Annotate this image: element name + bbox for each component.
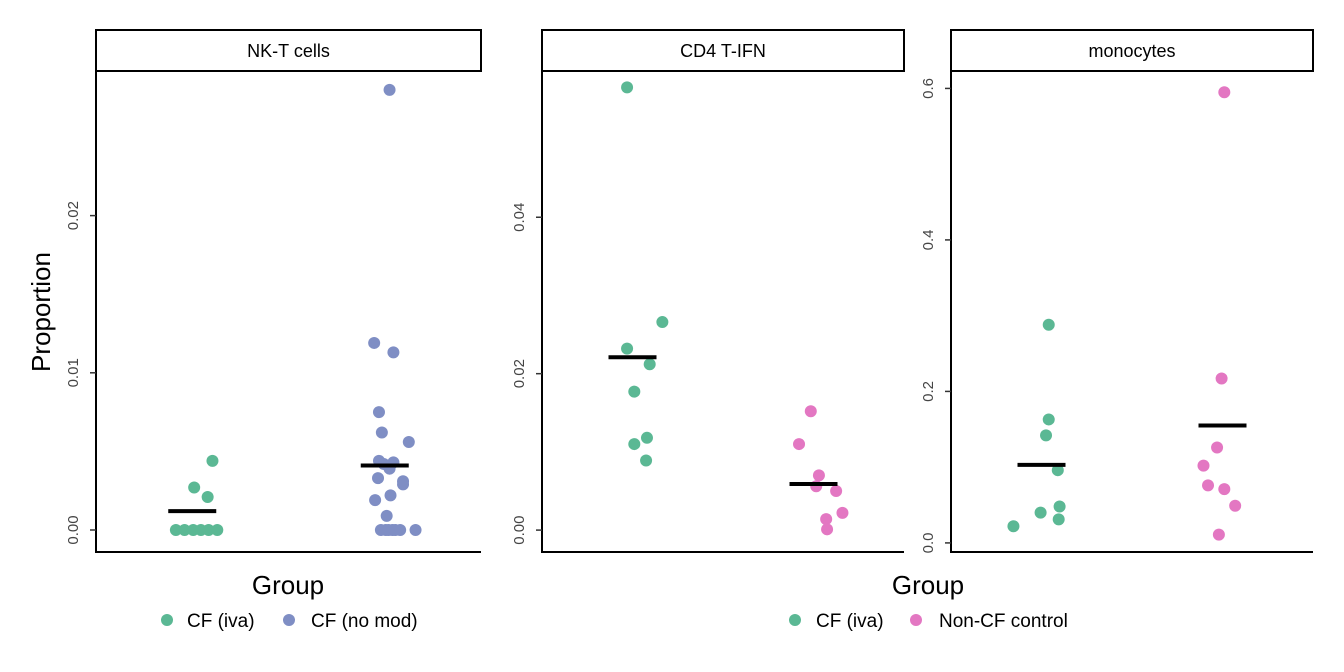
data-point xyxy=(383,83,396,96)
data-point xyxy=(409,523,422,536)
data-point xyxy=(793,438,806,451)
data-point xyxy=(1212,528,1225,541)
data-point xyxy=(656,316,669,329)
data-point xyxy=(1007,520,1020,533)
data-point xyxy=(1051,464,1064,477)
y-tick-label: 0.00 xyxy=(511,515,528,544)
y-tick-label: 0.4 xyxy=(920,229,937,250)
legend-label-cf-iva: CF (iva) xyxy=(816,611,884,632)
data-point xyxy=(188,481,201,494)
data-point xyxy=(372,472,385,485)
legend-label-non-cf-control: Non-CF control xyxy=(939,611,1068,632)
legend-swatch-non-cf-control xyxy=(910,614,922,626)
panel-title: NK-T cells xyxy=(247,41,330,61)
data-point xyxy=(1197,459,1210,472)
data-point xyxy=(211,523,224,536)
data-point xyxy=(201,490,214,503)
data-point xyxy=(397,478,410,491)
data-point xyxy=(1053,500,1066,513)
data-point xyxy=(812,469,825,482)
data-point xyxy=(1211,441,1224,454)
data-point xyxy=(206,454,219,467)
panel-cd4-t-ifn: CD4 T-IFN 0.00 0.02 0.04 xyxy=(511,29,905,553)
y-axis-title: Proportion xyxy=(26,252,56,372)
data-point xyxy=(1034,506,1047,519)
legend-swatch-cf-iva xyxy=(161,614,173,626)
data-point xyxy=(1218,86,1231,99)
data-point xyxy=(1042,413,1055,426)
data-point xyxy=(202,523,215,536)
data-point xyxy=(830,484,843,497)
x-axis-title-left: Group xyxy=(252,570,324,600)
data-point xyxy=(628,385,641,398)
data-point xyxy=(1040,429,1053,442)
data-point xyxy=(820,513,833,526)
data-layer: 0.00 0.02 0.04 xyxy=(511,71,904,553)
panel-monocytes: monocytes 0.0 0.2 0.4 0.6 xyxy=(920,29,1314,553)
data-point xyxy=(380,509,393,522)
legend-label-cf-no-mod: CF (no mod) xyxy=(311,611,418,632)
strip-box xyxy=(541,29,905,72)
data-point xyxy=(643,358,656,371)
data-point xyxy=(375,426,388,439)
data-point xyxy=(1202,479,1215,492)
y-tick-label: 0.02 xyxy=(511,359,528,388)
y-tick-label: 0.0 xyxy=(920,532,937,553)
data-point xyxy=(394,523,407,536)
data-point xyxy=(628,438,641,451)
panel-title: CD4 T-IFN xyxy=(680,41,766,61)
data-point xyxy=(372,406,385,419)
legend-label-cf-iva: CF (iva) xyxy=(187,611,255,632)
data-point xyxy=(821,523,834,536)
data-point xyxy=(836,506,849,519)
data-point xyxy=(1052,513,1065,526)
data-point xyxy=(369,494,382,507)
data-point xyxy=(1042,318,1055,331)
data-point xyxy=(640,431,653,444)
y-tick-label: 0.04 xyxy=(511,203,528,232)
data-point xyxy=(621,81,634,94)
data-point xyxy=(402,435,415,448)
data-point xyxy=(368,336,381,349)
legend-right: CF (iva) Non-CF control xyxy=(789,611,1068,632)
y-tick-label: 0.02 xyxy=(65,201,82,230)
data-point xyxy=(384,489,397,502)
panel-nk-t-cells: NK-T cells 0.00 0.01 0.02 xyxy=(65,29,482,553)
data-point xyxy=(1215,372,1228,385)
y-tick-label: 0.6 xyxy=(920,78,937,99)
data-point xyxy=(387,346,400,359)
data-point xyxy=(1229,499,1242,512)
data-point xyxy=(640,454,653,467)
data-point xyxy=(1218,483,1231,496)
data-layer: 0.0 0.2 0.4 0.6 xyxy=(920,71,1313,553)
data-point xyxy=(178,523,191,536)
data-layer: 0.00 0.01 0.02 xyxy=(65,71,481,553)
legend-left: CF (iva) CF (no mod) xyxy=(161,611,418,632)
data-point xyxy=(621,342,634,355)
y-tick-label: 0.01 xyxy=(65,358,82,387)
y-tick-label: 0.2 xyxy=(920,381,937,402)
data-point xyxy=(169,523,182,536)
panel-title: monocytes xyxy=(1088,41,1175,61)
data-point xyxy=(804,405,817,418)
legend-swatch-cf-no-mod xyxy=(283,614,295,626)
y-tick-label: 0.00 xyxy=(65,515,82,544)
strip-box xyxy=(950,29,1314,72)
legend-swatch-cf-iva xyxy=(789,614,801,626)
strip-box xyxy=(95,29,482,72)
x-axis-title-right: Group xyxy=(892,570,964,600)
